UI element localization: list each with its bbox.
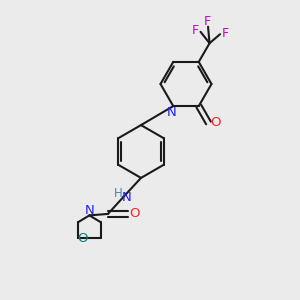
Text: O: O <box>78 232 88 245</box>
Text: N: N <box>85 203 94 217</box>
Text: H: H <box>114 187 123 200</box>
Text: F: F <box>204 15 211 28</box>
Text: N: N <box>167 106 177 119</box>
Text: F: F <box>222 26 229 40</box>
Text: N: N <box>122 191 131 204</box>
Text: O: O <box>129 207 140 220</box>
Text: O: O <box>211 116 221 130</box>
Text: F: F <box>192 24 199 37</box>
